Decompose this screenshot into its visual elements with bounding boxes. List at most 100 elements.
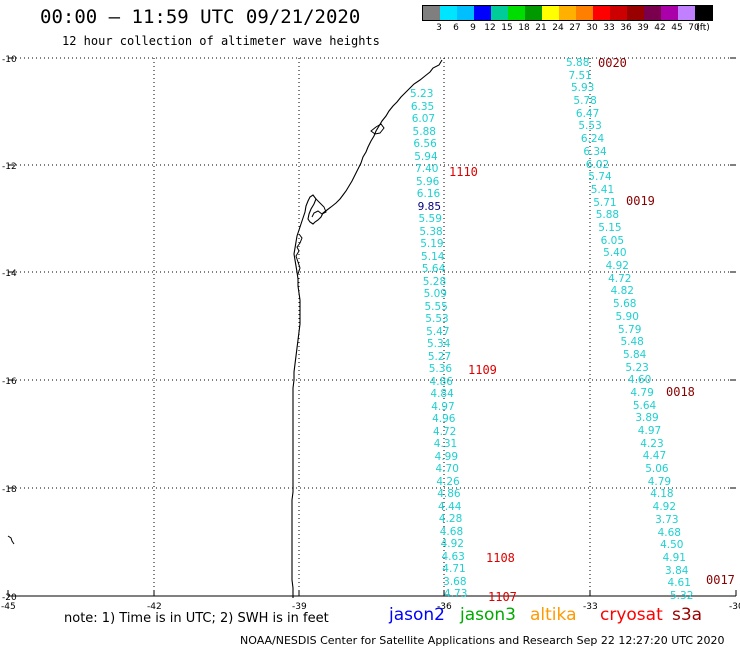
swh-value: 5.40 xyxy=(603,247,627,260)
swh-value: 5.94 xyxy=(414,150,438,163)
swh-value: 4.68 xyxy=(439,525,464,538)
swh-value: 6.16 xyxy=(416,188,441,200)
swh-value: 5.32 xyxy=(670,590,694,602)
swh-value: 4.50 xyxy=(660,539,684,552)
track-time-label: 1110 xyxy=(449,165,478,179)
swh-value: 6.07 xyxy=(411,113,436,125)
colorbar-swatch xyxy=(661,6,678,20)
swh-value: 5.23 xyxy=(625,361,649,374)
swh-value: 4.72 xyxy=(608,272,632,285)
swh-value: 5.38 xyxy=(419,225,443,238)
note-text: note: 1) Time is in UTC; 2) SWH is in fe… xyxy=(64,611,329,626)
swh-value: 4.86 xyxy=(429,375,453,388)
swh-value: 5.53 xyxy=(425,313,449,325)
swh-value: 4.68 xyxy=(657,526,681,539)
colorbar-label: 9 xyxy=(470,23,476,33)
swh-value: 4.97 xyxy=(637,425,662,438)
colorbar-swatch xyxy=(644,6,661,20)
colorbar-label: 24 xyxy=(552,23,564,33)
lat-label: -14 xyxy=(2,269,17,279)
swh-value: 5.55 xyxy=(424,300,448,313)
lon-label: -30 xyxy=(729,602,740,612)
track-time-label: 0018 xyxy=(666,385,695,399)
colorbar-swatch xyxy=(576,6,593,20)
colorbar-label: 27 xyxy=(569,23,581,33)
colorbar-label: 70 xyxy=(688,23,700,33)
lon-label: -42 xyxy=(147,602,162,612)
swh-value: 6.34 xyxy=(583,145,607,158)
colorbar-label: 15 xyxy=(501,23,513,33)
swh-value: 4.79 xyxy=(647,475,672,488)
colorbar-label: 33 xyxy=(603,23,615,33)
satellite-legend-cryosat: cryosat xyxy=(600,605,663,625)
swh-value: 5.64 xyxy=(632,399,657,412)
coastline-bay xyxy=(311,198,327,218)
colorbar-swatch xyxy=(593,6,610,20)
colorbar-label: (ft) xyxy=(696,23,710,33)
swh-value: 5.41 xyxy=(590,183,615,196)
colorbar-swatch xyxy=(678,6,695,20)
colorbar-swatch xyxy=(423,6,440,20)
colorbar-swatch xyxy=(491,6,508,20)
swh-colorbar xyxy=(422,5,713,21)
colorbar-label: 42 xyxy=(654,23,666,33)
colorbar-swatch xyxy=(542,6,559,20)
swh-value: 5.14 xyxy=(421,250,445,263)
colorbar-label: 36 xyxy=(620,23,632,33)
colorbar-swatch xyxy=(610,6,627,20)
swh-value: 3.89 xyxy=(635,412,659,425)
swh-value: 5.48 xyxy=(620,336,644,349)
swh-value: 4.79 xyxy=(630,386,654,399)
swh-value: 4.31 xyxy=(433,438,458,450)
lat-label: -20 xyxy=(2,593,17,603)
colorbar-swatch xyxy=(695,6,712,20)
swh-value: 9.85 xyxy=(417,200,442,213)
swh-value: 4.72 xyxy=(432,425,457,438)
satellite-legend-jason2: jason2 xyxy=(389,605,445,625)
swh-value: 5.88 xyxy=(566,57,590,69)
swh-value: 5.79 xyxy=(618,323,642,336)
swh-value: 5.93 xyxy=(570,82,595,95)
track-time-label: 1107 xyxy=(488,590,517,604)
lon-label: -39 xyxy=(292,602,307,612)
swh-value: 5.96 xyxy=(415,175,440,188)
map-grid xyxy=(8,57,736,597)
swh-value: 4.92 xyxy=(440,538,464,550)
lat-label: -12 xyxy=(2,162,17,172)
colorbar-label: 30 xyxy=(586,23,598,33)
swh-value: 4.23 xyxy=(640,437,664,450)
satellite-legend-jason3: jason3 xyxy=(460,605,516,625)
swh-value: 4.92 xyxy=(652,501,677,514)
lon-label: -33 xyxy=(583,602,598,612)
swh-value: 5.84 xyxy=(622,348,647,361)
lon-label: -36 xyxy=(437,602,452,612)
coastline-inlet xyxy=(295,233,303,275)
swh-value: 3.84 xyxy=(665,564,689,577)
swh-value: 4.71 xyxy=(442,563,466,575)
swh-value: 4.61 xyxy=(667,577,691,590)
page-title: 00:00 – 11:59 UTC 09/21/2020 xyxy=(40,6,361,28)
swh-value: 4.92 xyxy=(605,260,629,273)
track-time-label: 1108 xyxy=(486,551,515,565)
swh-value: 4.84 xyxy=(430,388,454,400)
colorbar-label: 3 xyxy=(436,23,442,33)
swh-value: 6.05 xyxy=(600,234,625,247)
swh-value: 5.47 xyxy=(426,325,450,338)
swh-value: 4.82 xyxy=(610,285,634,298)
colorbar-label: 12 xyxy=(484,23,496,33)
swh-value: 4.44 xyxy=(438,500,462,513)
swh-value: 5.64 xyxy=(421,263,446,275)
colorbar-swatch xyxy=(559,6,576,20)
swh-value: 5.88 xyxy=(595,209,620,222)
swh-value: 6.02 xyxy=(585,158,610,171)
swh-value: 5.06 xyxy=(645,463,669,476)
swh-value: 4.96 xyxy=(432,413,456,425)
swh-value: 4.99 xyxy=(434,450,459,463)
footer-credit: NOAA/NESDIS Center for Satellite Applica… xyxy=(240,634,725,647)
swh-value: 5.90 xyxy=(615,310,639,323)
swh-value: 4.97 xyxy=(431,400,455,413)
swh-value: 6.47 xyxy=(575,107,600,120)
swh-value: 4.60 xyxy=(627,374,652,387)
swh-value: 5.34 xyxy=(427,338,451,350)
swh-value: 5.68 xyxy=(613,298,637,311)
